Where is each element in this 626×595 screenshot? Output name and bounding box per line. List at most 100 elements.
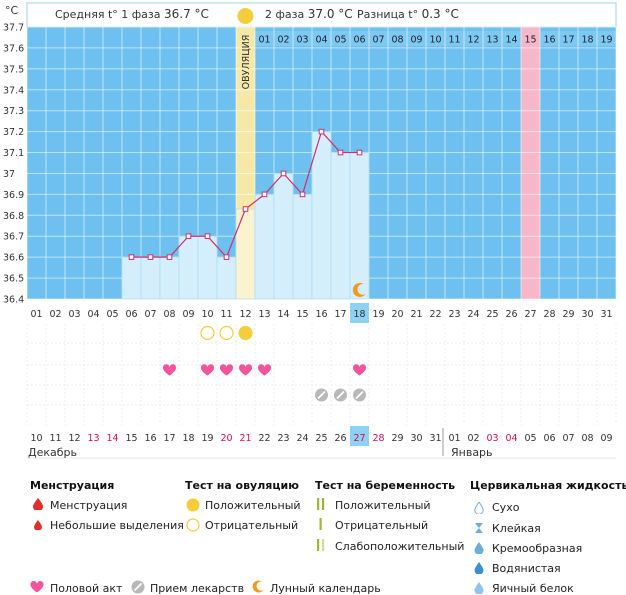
cycle-day-label: 07: [144, 309, 156, 320]
legend-menstruation-title: Менструация: [30, 479, 115, 492]
date-label: 30: [410, 433, 422, 444]
phase2-day-label: 06: [353, 35, 365, 46]
cycle-day-label: 13: [258, 309, 270, 320]
current-day-highlight: [350, 303, 369, 323]
legend-pregnancy-positive: Положительный: [335, 499, 431, 512]
temperature-point: [280, 170, 287, 177]
legend-menstruation-item: Менструация: [50, 499, 128, 512]
legend-cervical-dry: Сухо: [492, 501, 520, 514]
menstruation-drop-icon: [33, 498, 43, 510]
date-label: 07: [562, 433, 574, 444]
date-label: 19: [201, 433, 213, 444]
date-label: 28: [372, 433, 384, 444]
phase2-day-label: 13: [486, 35, 498, 46]
date-label: 18: [182, 433, 194, 444]
legend-pregnancy-weak: Слабоположительный: [335, 540, 465, 553]
date-label: 13: [87, 433, 99, 444]
ovulation-negative-marker: [219, 325, 234, 341]
legend-intercourse: Половой акт: [50, 582, 123, 595]
temperature-bar: [121, 256, 142, 300]
y-tick-label: 36.6: [3, 253, 24, 264]
legend-cervical-watery: Водянистая: [492, 562, 561, 575]
date-label: 15: [125, 433, 137, 444]
ovulation-positive-icon: [186, 498, 200, 512]
legend-ovulation-positive: Положительный: [205, 499, 301, 512]
medication-marker-stroke: [317, 390, 326, 400]
legend-pregnancy-negative: Отрицательный: [335, 519, 429, 532]
cervical-watery-icon: [474, 562, 484, 574]
phase2-day-label: 14: [505, 35, 517, 46]
medication-marker-stroke: [355, 390, 364, 400]
legend-spotting-item: Небольшие выделения: [50, 519, 184, 532]
cycle-day-label: 31: [600, 309, 612, 320]
temperature-point: [223, 254, 230, 260]
cycle-day-label: 09: [182, 309, 194, 320]
date-label: 31: [429, 433, 441, 444]
highlight-day-column: [521, 27, 540, 299]
intercourse-marker: [238, 364, 253, 376]
phase2-day-label: 02: [277, 35, 289, 46]
ovulation-negative-icon: [186, 518, 200, 532]
cycle-day-label: 24: [467, 309, 479, 320]
temperature-bar: [197, 235, 218, 300]
date-label: 29: [391, 433, 403, 444]
cycle-day-label: 12: [239, 309, 251, 320]
cycle-day-label: 21: [410, 309, 422, 320]
date-label: 05: [524, 433, 536, 444]
temperature-bar: [235, 208, 256, 300]
y-tick-label: 37.1: [3, 148, 24, 159]
y-tick-label: 37.7: [3, 23, 24, 34]
pregnancy-positive-icon: [317, 498, 325, 510]
y-tick-label: 37.3: [3, 106, 24, 117]
phase2-day-label: 18: [581, 35, 593, 46]
cycle-day-label: 10: [201, 309, 213, 320]
y-tick-label: 36.7: [3, 232, 24, 243]
chart-header-phase2: 2 фаза 37.0 °C: [265, 7, 353, 21]
temperature-point: [299, 191, 306, 198]
date-label: 26: [334, 433, 346, 444]
cycle-day-label: 25: [486, 309, 498, 320]
date-label: 09: [600, 433, 612, 444]
intercourse-marker: [200, 364, 215, 376]
pregnancy-negative-icon: [319, 518, 322, 530]
temperature-bar: [140, 256, 161, 300]
date-label: 06: [543, 433, 555, 444]
temperature-bar: [159, 256, 180, 300]
phase2-day-label: 17: [562, 35, 574, 46]
phase1-value: 36.7 °C: [164, 7, 209, 21]
date-label: 27: [353, 433, 365, 444]
y-tick-label: 36.5: [3, 274, 24, 285]
phase2-day-label: 16: [543, 35, 555, 46]
cycle-day-label: 03: [68, 309, 80, 320]
date-label: 12: [68, 433, 80, 444]
phase2-day-label: 10: [429, 35, 441, 46]
y-tick-label: 37.4: [3, 85, 24, 96]
legend-cervical-eggwhite: Яичный белок: [492, 582, 574, 595]
date-label: 25: [315, 433, 327, 444]
medication-marker-stroke: [336, 390, 345, 400]
phase2-day-label: 07: [372, 35, 384, 46]
cycle-day-label: 06: [125, 309, 137, 320]
cycle-day-label: 18: [353, 309, 365, 320]
legend-ovulation-negative: Отрицательный: [205, 519, 299, 532]
chart-header-phase1: Средняя t° 1 фаза 36.7 °C: [55, 7, 209, 21]
phase2-day-label: 12: [467, 35, 479, 46]
phase2-day-label: 03: [296, 35, 308, 46]
legend-medication: Прием лекарств: [150, 582, 245, 595]
legend-lunar: Лунный календарь: [270, 582, 381, 595]
pregnancy-weak-icon: [317, 539, 325, 551]
phase2-day-label: 04: [315, 35, 327, 46]
date-label: 03: [486, 433, 498, 444]
cycle-day-label: 15: [296, 309, 308, 320]
legend-pregnancy-title: Тест на беременность: [315, 479, 456, 492]
temperature-bar: [330, 152, 351, 300]
cycle-day-label: 16: [315, 309, 327, 320]
temperature-bar: [292, 194, 313, 300]
date-label: 20: [220, 433, 232, 444]
date-label: 21: [239, 433, 251, 444]
month-left-label: Декабрь: [28, 446, 77, 459]
temperature-point: [147, 254, 154, 260]
ovulation-sun-icon: [237, 8, 254, 24]
temperature-point: [242, 206, 249, 212]
